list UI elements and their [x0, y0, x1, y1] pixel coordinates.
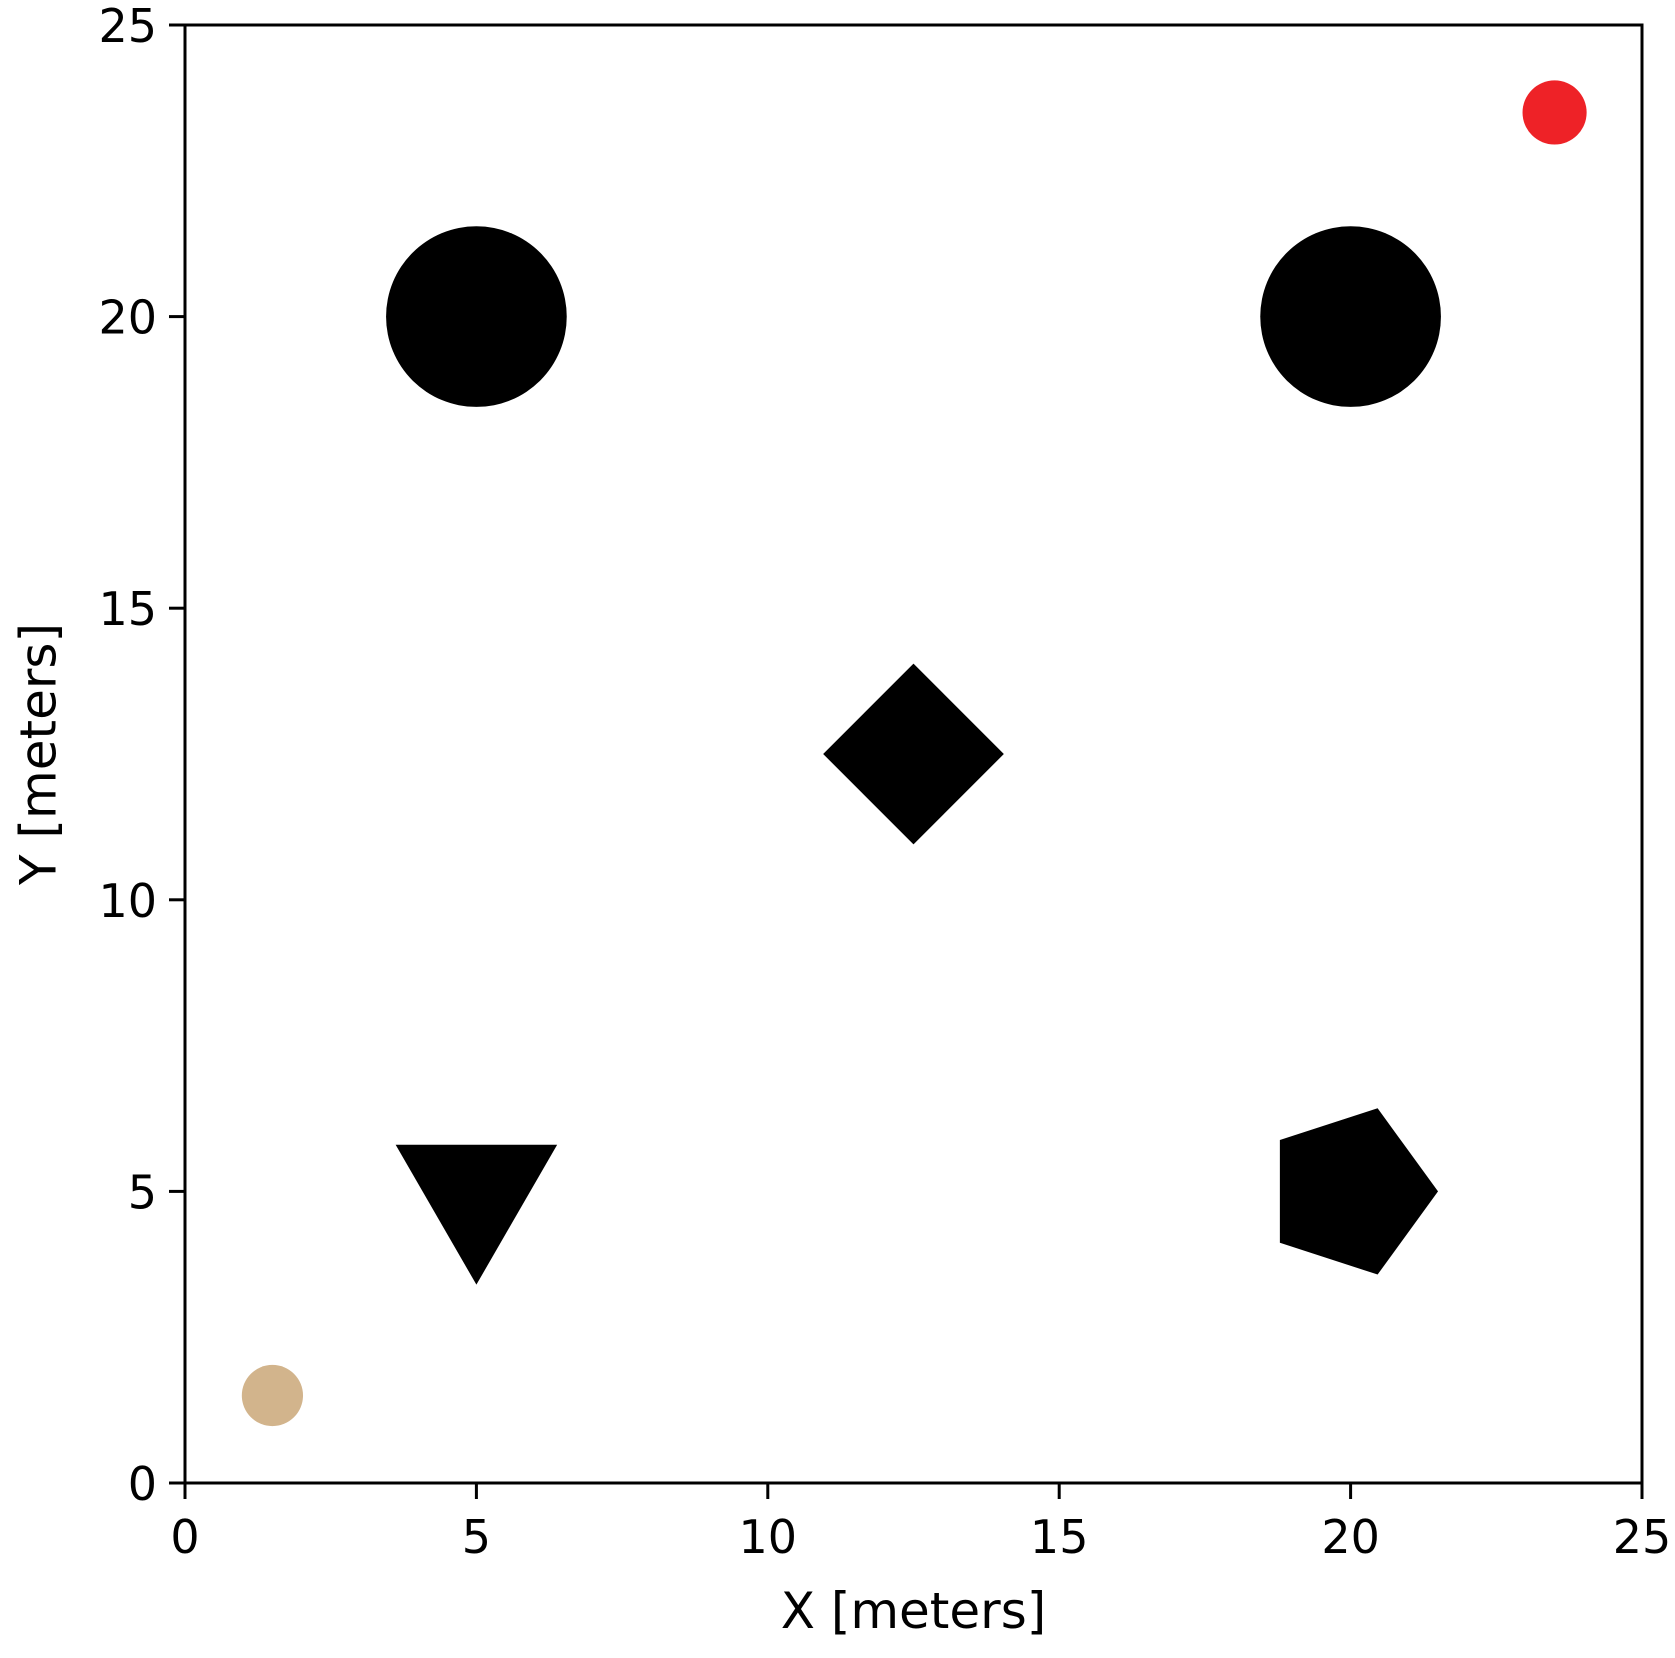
obstacle-triangle — [395, 1144, 558, 1285]
start-point — [241, 1364, 304, 1427]
x-tick-label: 0 — [170, 1510, 199, 1564]
y-tick-label: 5 — [128, 1165, 157, 1219]
y-tick-label: 25 — [98, 0, 157, 53]
x-tick-label: 25 — [1613, 1510, 1672, 1564]
y-tick-label: 10 — [98, 874, 157, 928]
x-tick-label: 20 — [1321, 1510, 1380, 1564]
obstacle-circle-2 — [1260, 226, 1441, 407]
x-axis-label: X [meters] — [781, 1582, 1047, 1640]
plot-frame — [183, 23, 1644, 1485]
obstacle-diamond — [823, 663, 1004, 845]
x-axis-ticks: 0 5 10 15 20 25 — [170, 1483, 1671, 1564]
x-tick-label: 15 — [1030, 1510, 1089, 1564]
y-tick-label: 20 — [98, 291, 157, 345]
goal-point — [1522, 80, 1587, 145]
y-axis-ticks: 0 5 10 15 20 25 — [98, 0, 185, 1511]
obstacle-circle-1 — [386, 226, 567, 407]
x-tick-label: 10 — [739, 1510, 798, 1564]
y-tick-label: 0 — [128, 1457, 157, 1511]
chart-marks — [241, 80, 1587, 1427]
y-tick-label: 15 — [98, 582, 157, 636]
x-tick-label: 5 — [462, 1510, 491, 1564]
y-axis-label: Y [meters] — [10, 623, 68, 886]
obstacle-pentagon — [1279, 1108, 1439, 1275]
